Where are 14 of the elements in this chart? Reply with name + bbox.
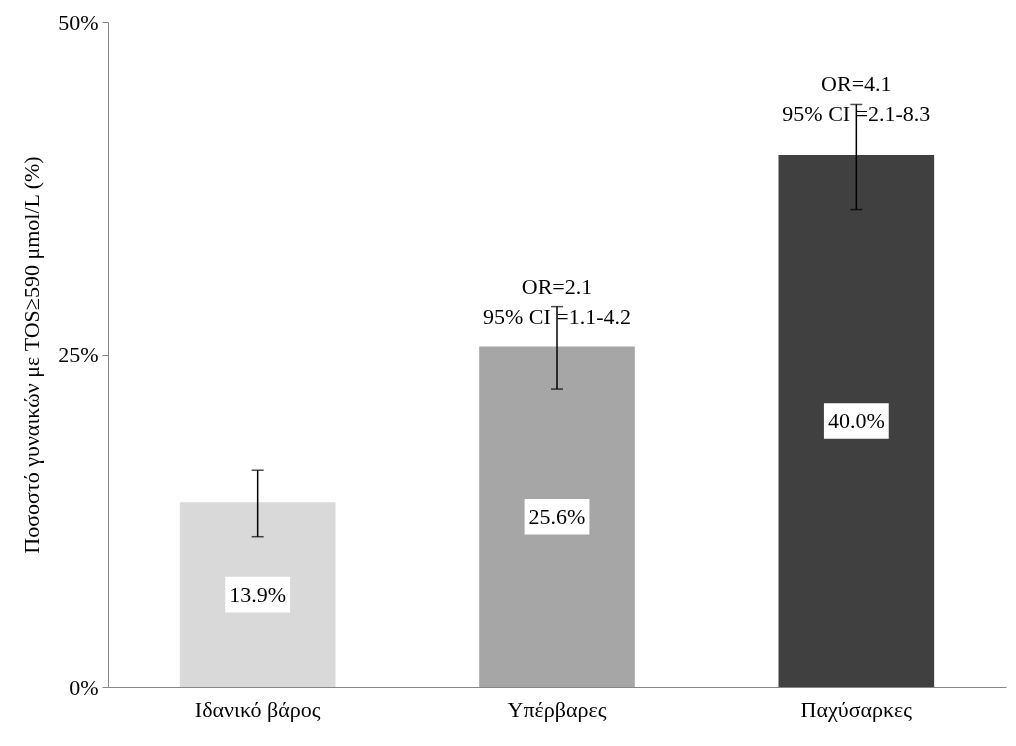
x-tick-label: Ιδανικό βάρος bbox=[194, 696, 321, 722]
data-label: 13.9% bbox=[229, 581, 287, 607]
data-label: 25.6% bbox=[528, 503, 586, 529]
data-label: 40.0% bbox=[827, 408, 885, 433]
x-tick-label: Παχύσαρκες bbox=[800, 696, 913, 722]
y-tick-label: 25% bbox=[58, 342, 99, 367]
annotation: OR=4.1 95% CI =2.1-8.3 bbox=[782, 71, 931, 127]
y-tick-label: 50% bbox=[58, 9, 99, 35]
bar bbox=[479, 346, 635, 687]
bar bbox=[778, 155, 935, 687]
bar bbox=[179, 502, 336, 687]
y-axis-title: Ποσοστό γυναικών με TOS≥590 μmol/L (%) bbox=[19, 156, 45, 554]
x-tick-label: Υπέρβαρες bbox=[507, 696, 607, 722]
y-tick-label: 0% bbox=[69, 674, 99, 700]
